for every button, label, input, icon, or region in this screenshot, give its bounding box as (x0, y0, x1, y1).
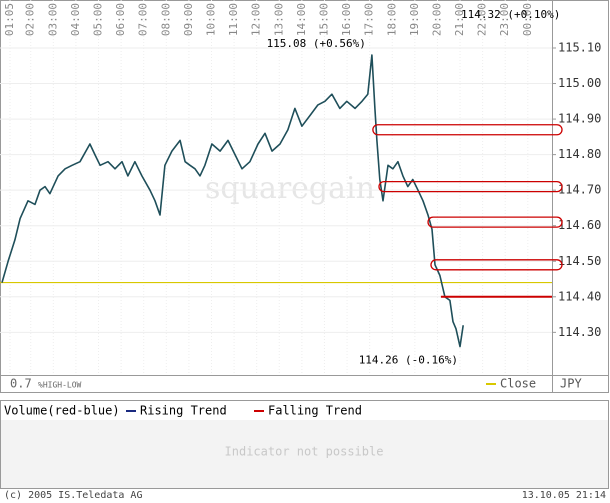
x-tick-label: 06:00 (114, 3, 127, 36)
y-tick-label: 114.40 (558, 289, 601, 303)
legend-label: Falling Trend (268, 404, 362, 418)
x-tick-label: 04:00 (69, 3, 82, 36)
last-annotation: 114.32 (+0.10%) (461, 8, 560, 21)
x-tick-label: 10:00 (204, 3, 217, 36)
x-tick-label: 02:00 (24, 3, 37, 36)
x-tick-label: 08:00 (159, 3, 172, 36)
x-tick-label: 15:00 (317, 3, 330, 36)
legend-label: Rising Trend (140, 404, 227, 418)
x-tick-label: 21:00 (453, 3, 466, 36)
footer-right: 13.10.05 21:14 (522, 490, 606, 501)
legend-label: Close (500, 377, 536, 391)
indicator-title: Volume(red-blue) (4, 404, 120, 418)
x-tick-label: 07:00 (137, 3, 150, 36)
high-annotation: 115.08 (+0.56%) (267, 37, 366, 50)
trend-level (430, 259, 563, 271)
trend-level (378, 180, 563, 193)
x-tick-label: 19:00 (408, 3, 421, 36)
x-tick-label: 18:00 (385, 3, 398, 36)
footer-left: (c) 2005 IS.Teledata AG (4, 490, 142, 501)
low-annotation: 114.26 (-0.16%) (359, 354, 458, 367)
y-tick-label: 114.90 (558, 112, 601, 126)
main-frame (0, 0, 609, 393)
y-tick-label: 114.80 (558, 147, 601, 161)
y-tick-label: 114.50 (558, 254, 601, 268)
x-tick-label: 17:00 (363, 3, 376, 36)
watermark: squaregain (205, 171, 375, 206)
x-tick-label: 14:00 (295, 3, 308, 36)
x-tick-label: 09:00 (182, 3, 195, 36)
x-tick-label: 12:00 (250, 3, 263, 36)
y-tick-label: 115.10 (558, 40, 601, 54)
x-tick-label: 00:00 (521, 3, 534, 36)
indicator-message: Indicator not possible (225, 445, 384, 459)
x-tick-label: 16:00 (340, 3, 353, 36)
x-tick-label: 22:00 (476, 3, 489, 36)
range-value: 0.7 (10, 377, 32, 391)
y-tick-label: 114.30 (558, 325, 601, 339)
y-tick-label: 114.60 (558, 218, 601, 232)
price-line (1, 54, 464, 348)
y-tick-label: 115.00 (558, 76, 601, 90)
x-tick-label: 23:00 (498, 3, 511, 36)
x-tick-label: 03:00 (46, 3, 59, 36)
range-note: %HIGH-LOW (38, 381, 82, 390)
trend-level (372, 124, 563, 136)
x-tick-label: 13:00 (272, 3, 285, 36)
x-tick-label: 01:05 (3, 3, 16, 36)
x-tick-label: 11:00 (227, 3, 240, 36)
trend-level (427, 216, 563, 228)
x-tick-label: 20:00 (430, 3, 443, 36)
y-tick-label: 114.70 (558, 183, 601, 197)
x-tick-label: 05:00 (92, 3, 105, 36)
indicator-header (1, 401, 608, 420)
currency: JPY (560, 377, 582, 391)
